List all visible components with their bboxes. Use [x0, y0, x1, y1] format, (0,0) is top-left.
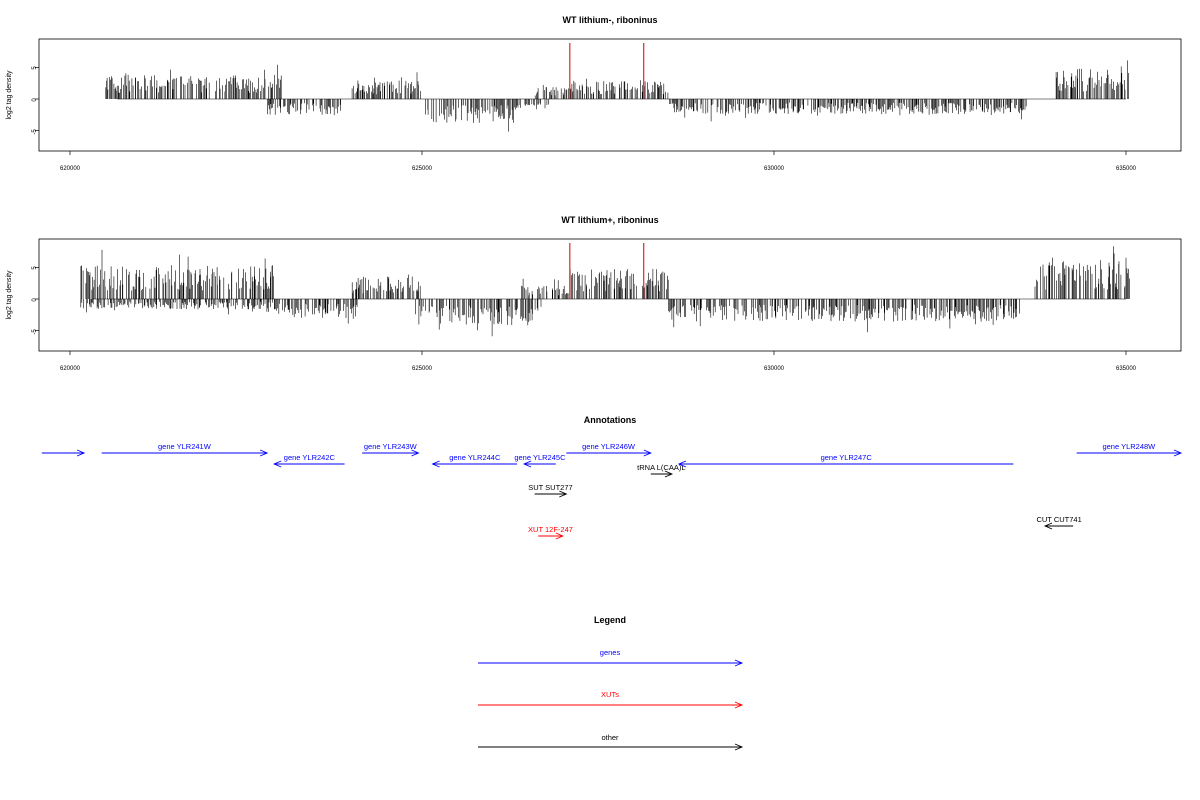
- y-tick-label: 0: [32, 98, 38, 102]
- annotation-label: gene YLR247C: [821, 453, 873, 462]
- x-tick-label: 620000: [60, 166, 81, 172]
- annotation-label: gene YLR244C: [449, 453, 501, 462]
- legend-arrowhead: [734, 659, 744, 667]
- annotation-label: tRNA L(CAA)L: [637, 463, 685, 472]
- plot-frame: [38, 238, 1182, 352]
- annotation-arrowhead: [1043, 522, 1053, 530]
- annotation-label: gene YLR248W: [1102, 442, 1156, 451]
- annotation-label: gene YLR241W: [158, 442, 212, 451]
- plot-frame: [38, 38, 1182, 152]
- legend-arrowhead: [734, 701, 744, 709]
- track-title: WT lithium+, riboninus: [561, 215, 658, 225]
- y-tick-label: -5: [32, 329, 38, 335]
- x-tick-label: 620000: [60, 366, 81, 372]
- x-tick-label: 630000: [764, 166, 785, 172]
- y-axis-label: log2 tag density: [6, 70, 13, 120]
- y-tick-label: 0: [32, 298, 38, 302]
- annotation-arrowhead: [76, 449, 86, 457]
- legend-label-xuts: XUTs: [601, 690, 619, 699]
- annotation-arrowhead: [643, 449, 652, 457]
- y-axis-label: log2 tag density: [6, 270, 13, 320]
- annotation-arrowhead: [559, 490, 568, 498]
- legend-panel: Legend genes XUTs other: [478, 615, 744, 751]
- x-tick-label: 635000: [1116, 166, 1137, 172]
- annotation-label: gene YLR245C: [514, 453, 566, 462]
- legend-arrows: [478, 659, 744, 751]
- annotation-label: gene YLR246W: [582, 442, 636, 451]
- annotation-arrowhead: [664, 470, 674, 478]
- annotation-arrowhead: [431, 460, 440, 468]
- annotation-arrowhead: [259, 449, 269, 457]
- x-tick-label: 630000: [764, 366, 785, 372]
- track-panel-lithium-plus: WT lithium+, riboninus log2 tag density …: [6, 215, 1182, 372]
- annotation-label: CUT CUT741: [1036, 515, 1081, 524]
- annotation-arrows: gene YLR241W gene YLR242C gene YLR243W gene…: [41, 442, 1183, 540]
- annotation-label: SUT SUT277: [528, 483, 572, 492]
- x-tick-label: 625000: [412, 166, 433, 172]
- track-title: WT lithium-, riboninus: [563, 15, 658, 25]
- x-tick-label: 625000: [412, 366, 433, 372]
- annotation-arrowhead: [273, 460, 282, 468]
- annotation-arrowhead: [522, 460, 532, 468]
- x-tick-label: 635000: [1116, 366, 1137, 372]
- track-panel-lithium-minus: WT lithium-, riboninus log2 tag density …: [6, 15, 1182, 172]
- highlight-lines: [569, 43, 645, 99]
- annotation-arrowhead: [555, 532, 564, 540]
- legend-label-genes: genes: [600, 648, 621, 657]
- annotation-arrowhead: [1173, 449, 1183, 457]
- annotations-title: Annotations: [584, 415, 637, 425]
- annotation-label: gene YLR242C: [284, 453, 336, 462]
- density-bars: [105, 60, 1129, 132]
- highlight-lines: [569, 243, 645, 299]
- annotation-arrowhead: [411, 449, 420, 457]
- density-bars: [80, 246, 1130, 337]
- annotation-label: XUT 12F-247: [528, 525, 573, 534]
- annotation-arrowhead: [677, 460, 687, 468]
- annotation-label: gene YLR243W: [364, 442, 418, 451]
- legend-arrowhead: [734, 743, 744, 751]
- legend-title: Legend: [594, 615, 626, 625]
- y-tick-label: -5: [32, 129, 38, 135]
- legend-label-other: other: [601, 733, 619, 742]
